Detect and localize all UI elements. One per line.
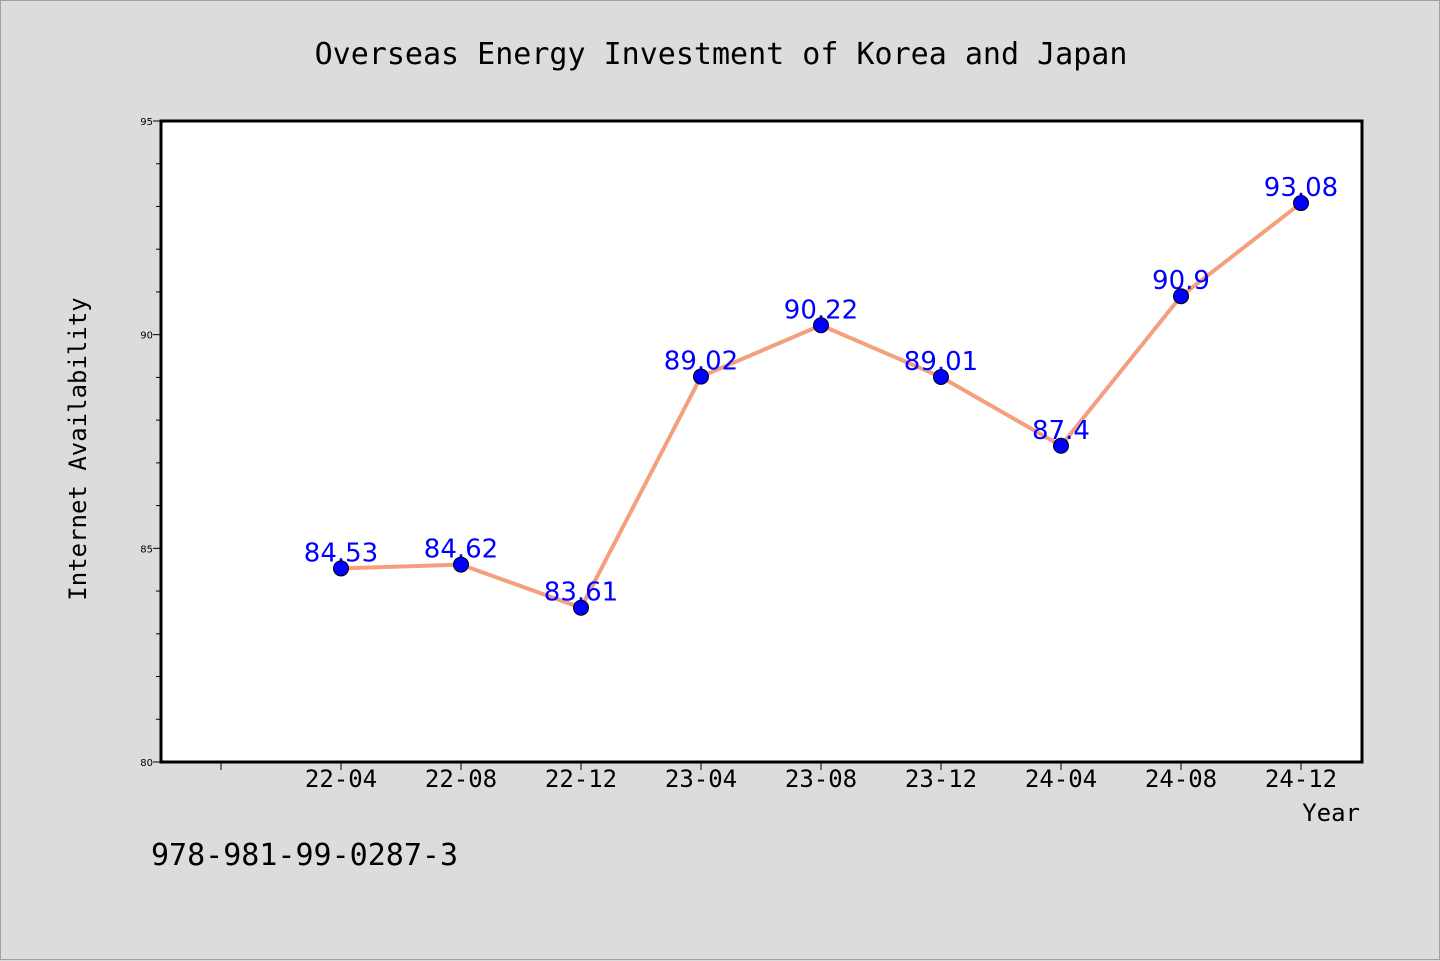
y-tick-label: 85 xyxy=(140,544,153,555)
chart-title: Overseas Energy Investment of Korea and … xyxy=(315,37,1128,72)
x-tick-label: 24-08 xyxy=(1145,765,1217,793)
x-tick-label: 22-12 xyxy=(545,765,617,793)
plot-area xyxy=(159,119,1364,764)
data-point xyxy=(333,560,349,577)
x-tick-label: 22-08 xyxy=(425,765,497,793)
data-point xyxy=(1173,288,1189,305)
y-axis-ticks: 80 85 90 95 xyxy=(140,117,161,769)
data-point xyxy=(1053,437,1069,454)
data-point xyxy=(933,368,949,385)
x-tick-label: 24-12 xyxy=(1265,765,1337,793)
data-point xyxy=(1293,195,1309,212)
y-tick-label: 90 xyxy=(140,331,153,342)
x-axis-ticks: 22-04 22-08 22-12 23-04 23-08 23-12 24-04 24-08… xyxy=(220,762,1337,793)
y-tick-label: 80 xyxy=(140,758,153,769)
series-layer: 84.53 84.6283.6189.0290.2289.0187.490.993… xyxy=(304,173,1338,616)
data-point xyxy=(573,599,589,616)
x-tick-label: 24-04 xyxy=(1025,765,1097,793)
data-point xyxy=(813,317,829,334)
y-axis-label: Internet Availability xyxy=(64,297,92,600)
data-point xyxy=(453,556,469,573)
x-tick-label: 23-04 xyxy=(665,765,737,793)
isbn-annotation: 978-981-99-0287-3 xyxy=(151,838,458,873)
x-tick-label: 23-12 xyxy=(905,765,977,793)
data-point xyxy=(693,368,709,385)
x-tick-label: 23-08 xyxy=(785,765,857,793)
x-tick-label: 22-04 xyxy=(305,765,377,793)
x-axis-label: Year xyxy=(1302,799,1360,827)
y-tick-label: 95 xyxy=(140,117,153,128)
